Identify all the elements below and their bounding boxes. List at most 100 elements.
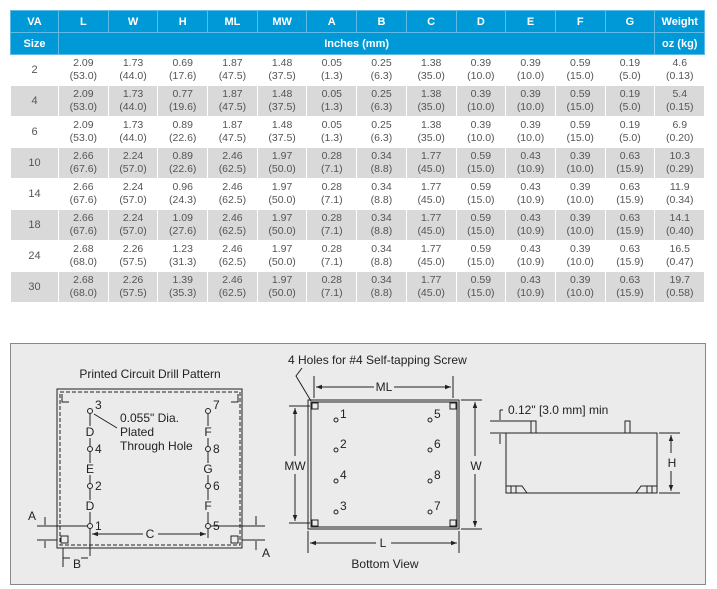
dimension-cell: 2.09 (53.0) xyxy=(58,54,109,86)
pin-number: 1 xyxy=(95,519,102,533)
value-metric: (15.0) xyxy=(467,163,495,175)
value-imperial: 0.28 xyxy=(321,274,342,286)
value-imperial: 2.24 xyxy=(122,150,144,162)
value-imperial: 1.97 xyxy=(271,150,293,162)
value-metric: (67.6) xyxy=(69,194,98,206)
value-imperial: 2.46 xyxy=(222,212,243,224)
value-metric: (57.5) xyxy=(119,256,147,268)
value-imperial: 1.48 xyxy=(271,57,293,69)
dimension-cell: 2.46 (62.5) xyxy=(207,178,258,210)
value-metric: (15.9) xyxy=(616,256,644,268)
value-imperial: 0.89 xyxy=(172,150,193,162)
value-metric: (53.0) xyxy=(69,132,98,144)
dimension-cell: 1.38 (35.0) xyxy=(405,85,457,117)
callout-line-2: Plated xyxy=(120,425,154,439)
value-imperial: 0.19 xyxy=(619,57,641,69)
value-imperial: 14.1 xyxy=(669,212,690,224)
dimension-cell: 2.24 (57.0) xyxy=(107,209,159,241)
dimension-cell: 0.43 (10.9) xyxy=(505,178,556,210)
ml-ext-lines xyxy=(313,376,454,398)
value-imperial: 1.39 xyxy=(172,274,193,286)
table-row: 18 2.66 (67.6) 2.24 (57.0) 1.09 (27.6) 2.46 (62.… xyxy=(10,209,706,241)
dimension-cell: 11.9 (0.34) xyxy=(654,178,706,210)
value-metric: (47.5) xyxy=(218,132,247,144)
value-metric: (15.0) xyxy=(467,225,495,237)
value-imperial: 2.68 xyxy=(73,243,94,255)
va-size-cell: 2 xyxy=(10,54,59,86)
dimension-cell: 0.39 (10.0) xyxy=(505,85,556,117)
value-metric: (62.5) xyxy=(218,163,247,175)
pin-hole xyxy=(87,523,93,529)
pin-number: 4 xyxy=(95,442,102,456)
value-imperial: 0.69 xyxy=(172,57,193,69)
dim-a-left xyxy=(37,517,88,548)
value-metric: (35.0) xyxy=(417,101,445,113)
value-imperial: 0.59 xyxy=(470,243,492,255)
value-metric: (44.0) xyxy=(119,132,147,144)
value-metric: (7.1) xyxy=(320,287,343,299)
value-metric: (0.15) xyxy=(666,101,694,113)
header-c: C xyxy=(405,10,457,33)
pin-number: 5 xyxy=(434,407,441,421)
dimension-cell: 0.63 (15.9) xyxy=(604,147,656,179)
value-imperial: 0.63 xyxy=(619,181,641,193)
value-imperial: 0.39 xyxy=(570,243,591,255)
value-imperial: 0.96 xyxy=(172,181,193,193)
value-metric: (44.0) xyxy=(119,70,147,82)
header-d: D xyxy=(455,10,507,33)
value-imperial: 2.46 xyxy=(222,181,243,193)
dimension-cell: 4.6 (0.13) xyxy=(654,54,706,86)
value-imperial: 0.34 xyxy=(371,274,392,286)
spacing-label: F xyxy=(204,499,211,513)
dimension-cell: 2.09 (53.0) xyxy=(58,85,109,117)
value-imperial: 1.77 xyxy=(420,274,442,286)
value-metric: (10.0) xyxy=(516,70,545,82)
spacing-label-bg xyxy=(85,426,95,438)
value-metric: (7.1) xyxy=(320,194,343,206)
value-metric: (57.0) xyxy=(119,194,147,206)
value-metric: (10.0) xyxy=(516,101,545,113)
value-metric: (62.5) xyxy=(218,225,247,237)
dim-b-line xyxy=(62,548,88,567)
value-metric: (10.0) xyxy=(467,101,495,113)
value-imperial: 6.9 xyxy=(672,119,688,131)
value-metric: (10.0) xyxy=(566,225,594,237)
pin-number: 2 xyxy=(95,479,102,493)
value-imperial: 1.87 xyxy=(222,57,243,69)
header-row-dimensions: VA L W H ML MW A B C D E F G Weight xyxy=(10,10,706,33)
callout-line-3: Through Hole xyxy=(120,439,193,453)
value-imperial: 2.09 xyxy=(73,119,94,131)
corner-square-left xyxy=(60,535,69,544)
pcb-dashed-outline xyxy=(59,391,241,546)
screw-note: 4 Holes for #4 Self-tapping Screw xyxy=(288,353,467,367)
value-imperial: 10.3 xyxy=(669,150,690,162)
value-metric: (35.0) xyxy=(417,132,445,144)
value-imperial: 0.28 xyxy=(321,243,342,255)
table-row: 24 2.68 (68.0) 2.26 (57.5) 1.23 (31.3) 2.46 (62.… xyxy=(10,240,706,272)
dimension-cell: 0.59 (15.0) xyxy=(455,147,507,179)
value-metric: (15.0) xyxy=(467,194,495,206)
value-metric: (15.0) xyxy=(566,101,594,113)
dimension-cell: 0.39 (10.0) xyxy=(455,85,507,117)
value-imperial: 0.19 xyxy=(619,88,641,100)
dimension-cell: 0.39 (10.0) xyxy=(505,116,556,148)
pin-hole xyxy=(333,478,339,484)
spacing-label-bg xyxy=(85,500,95,512)
value-metric: (45.0) xyxy=(417,256,445,268)
value-imperial: 2.46 xyxy=(222,150,243,162)
va-size-cell: 30 xyxy=(10,271,59,303)
dimension-cell: 0.28 (7.1) xyxy=(306,209,358,241)
side-view-drawing: 0.12" [3.0 mm] min H xyxy=(490,403,680,494)
spacing-label: D xyxy=(86,425,95,439)
dimension-cell: 2.24 (57.0) xyxy=(107,147,159,179)
dim-a-right xyxy=(210,516,265,550)
value-metric: (57.0) xyxy=(119,225,147,237)
value-imperial: 2.26 xyxy=(122,274,144,286)
value-imperial: 0.59 xyxy=(470,181,492,193)
dimension-cell: 0.59 (15.0) xyxy=(455,209,507,241)
value-metric: (15.0) xyxy=(566,132,594,144)
value-metric: (53.0) xyxy=(69,101,98,113)
bottom-inner-outline xyxy=(310,401,458,528)
screw-hole xyxy=(311,519,319,527)
dimension-cell: 0.69 (17.6) xyxy=(157,54,209,86)
